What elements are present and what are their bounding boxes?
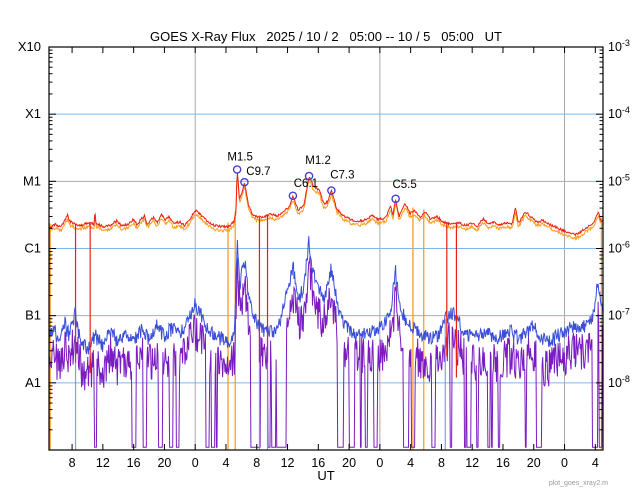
svg-text:4: 4 [222,456,229,470]
svg-text:16: 16 [127,456,141,470]
svg-text:M1.2: M1.2 [305,155,331,167]
svg-text:10-8: 10-8 [608,374,630,390]
x-axis-label: UT [317,468,335,483]
svg-text:8: 8 [438,456,445,470]
svg-text:10-7: 10-7 [608,307,630,323]
svg-text:C6.1: C6.1 [294,178,318,190]
svg-text:20: 20 [157,456,171,470]
svg-text:10-5: 10-5 [608,172,630,188]
svg-text:C9.7: C9.7 [246,166,270,178]
svg-text:0: 0 [561,456,568,470]
svg-text:B1: B1 [25,308,41,323]
svg-text:X10: X10 [18,39,41,54]
svg-text:8: 8 [69,456,76,470]
svg-text:0: 0 [192,456,199,470]
chart-title: GOES X-Ray Flux 2025 / 10 / 2 05:00 -- 1… [150,29,502,44]
svg-text:4: 4 [407,456,414,470]
svg-text:X1: X1 [25,106,41,121]
svg-text:4: 4 [592,456,599,470]
svg-text:A1: A1 [25,375,41,390]
svg-text:12: 12 [96,456,110,470]
svg-text:M1.5: M1.5 [227,152,253,164]
svg-text:M1: M1 [23,173,41,188]
svg-text:10-3: 10-3 [608,38,630,54]
svg-text:0: 0 [376,456,383,470]
svg-text:12: 12 [281,456,295,470]
svg-text:C5.5: C5.5 [392,179,416,191]
svg-text:20: 20 [342,456,356,470]
svg-text:8: 8 [253,456,260,470]
svg-text:12: 12 [465,456,479,470]
svg-text:16: 16 [311,456,325,470]
svg-text:20: 20 [527,456,541,470]
svg-text:C1: C1 [24,241,41,256]
svg-text:10-4: 10-4 [608,105,630,121]
script-watermark: plot_goes_xray2.m [548,480,608,487]
svg-text:16: 16 [496,456,510,470]
svg-text:C7.3: C7.3 [330,170,354,182]
svg-text:10-6: 10-6 [608,240,630,256]
